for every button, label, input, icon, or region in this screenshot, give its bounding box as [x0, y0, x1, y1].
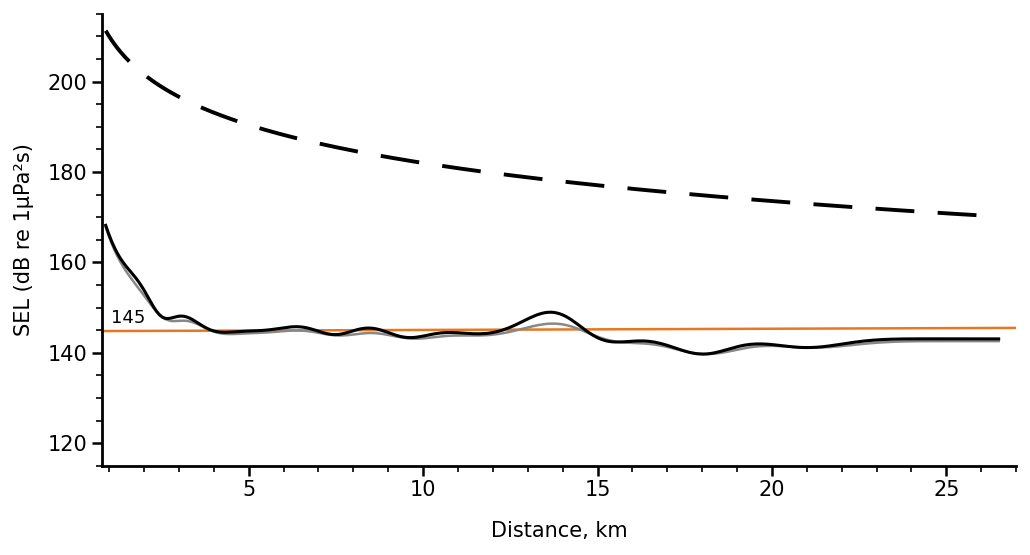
Text: 145: 145 [111, 309, 145, 326]
Y-axis label: SEL (dB re 1μPa²s): SEL (dB re 1μPa²s) [13, 143, 34, 336]
X-axis label: Distance, km: Distance, km [491, 521, 627, 541]
